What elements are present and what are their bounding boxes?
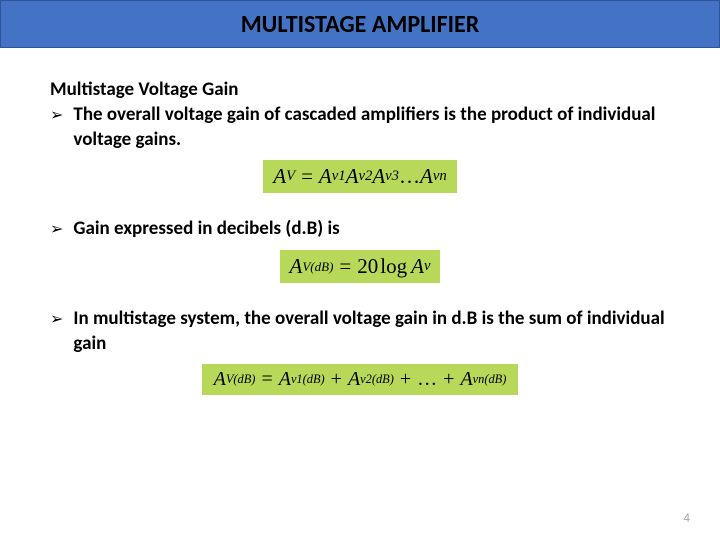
formula-2-wrapper: AV(dB) = 20 log Av	[50, 250, 670, 283]
f1-t1-base: A	[319, 164, 332, 189]
f2-arg-base: A	[411, 254, 424, 279]
f2-lhs-base: A	[290, 254, 303, 279]
f2-coeff: 20	[357, 254, 378, 279]
f3-t1-base: A	[279, 368, 291, 391]
f3-tn-base: A	[460, 368, 472, 391]
formula-2: AV(dB) = 20 log Av	[280, 250, 441, 283]
formula-1: AV = Av1 Av2 Av3 … Avn	[263, 160, 456, 193]
f3-tn-sub: vn(dB)	[473, 372, 507, 387]
plus-icon: +	[400, 368, 411, 391]
f2-lhs-sub: V(dB)	[302, 259, 333, 275]
title-bar: MULTISTAGE AMPLIFIER	[0, 0, 720, 48]
page-number: 4	[683, 511, 690, 526]
f3-ellipsis: …	[417, 368, 437, 391]
bullet-1: ➢ The overall voltage gain of cascaded a…	[50, 103, 670, 152]
content-area: Multistage Voltage Gain ➢ The overall vo…	[0, 48, 720, 395]
f3-lhs-base: A	[214, 368, 226, 391]
f3-t1-sub: v1(dB)	[291, 372, 325, 387]
formula-3-wrapper: AV(dB) = Av1(dB) + Av2(dB) + … + Avn(dB)	[50, 364, 670, 395]
f1-t1-sub: v1	[332, 168, 346, 185]
bullet-marker-icon: ➢	[50, 219, 63, 239]
formula-1-wrapper: AV = Av1 Av2 Av3 … Avn	[50, 160, 670, 193]
plus-icon: +	[443, 368, 454, 391]
f1-t3-base: A	[372, 164, 385, 189]
f1-lhs-sub: V	[286, 168, 295, 185]
equals-icon: =	[261, 368, 272, 391]
f1-ellipsis: …	[399, 164, 420, 189]
bullet-3-text: In multistage system, the overall voltag…	[73, 307, 670, 356]
f3-lhs-sub: V(dB)	[226, 372, 256, 387]
f1-tn-sub: vn	[433, 168, 447, 185]
bullet-3: ➢ In multistage system, the overall volt…	[50, 307, 670, 356]
formula-3: AV(dB) = Av1(dB) + Av2(dB) + … + Avn(dB)	[202, 364, 519, 395]
bullet-marker-icon: ➢	[50, 105, 63, 125]
equals-icon: =	[339, 254, 351, 279]
f3-t2-base: A	[348, 368, 360, 391]
f3-t2-sub: v2(dB)	[360, 372, 394, 387]
slide-title: MULTISTAGE AMPLIFIER	[241, 10, 480, 39]
subtitle: Multistage Voltage Gain	[50, 78, 670, 101]
f1-t2-base: A	[346, 164, 359, 189]
f2-func: log	[380, 254, 407, 279]
bullet-2-text: Gain expressed in decibels (d.B) is	[73, 217, 339, 242]
f1-tn-base: A	[420, 164, 433, 189]
plus-icon: +	[331, 368, 342, 391]
f1-lhs-base: A	[273, 164, 286, 189]
f2-arg-sub: v	[424, 258, 431, 275]
f1-t2-sub: v2	[358, 168, 372, 185]
bullet-2: ➢ Gain expressed in decibels (d.B) is	[50, 217, 670, 242]
bullet-marker-icon: ➢	[50, 309, 63, 329]
f1-t3-sub: v3	[385, 168, 399, 185]
equals-icon: =	[301, 164, 313, 189]
bullet-1-text: The overall voltage gain of cascaded amp…	[73, 103, 670, 152]
